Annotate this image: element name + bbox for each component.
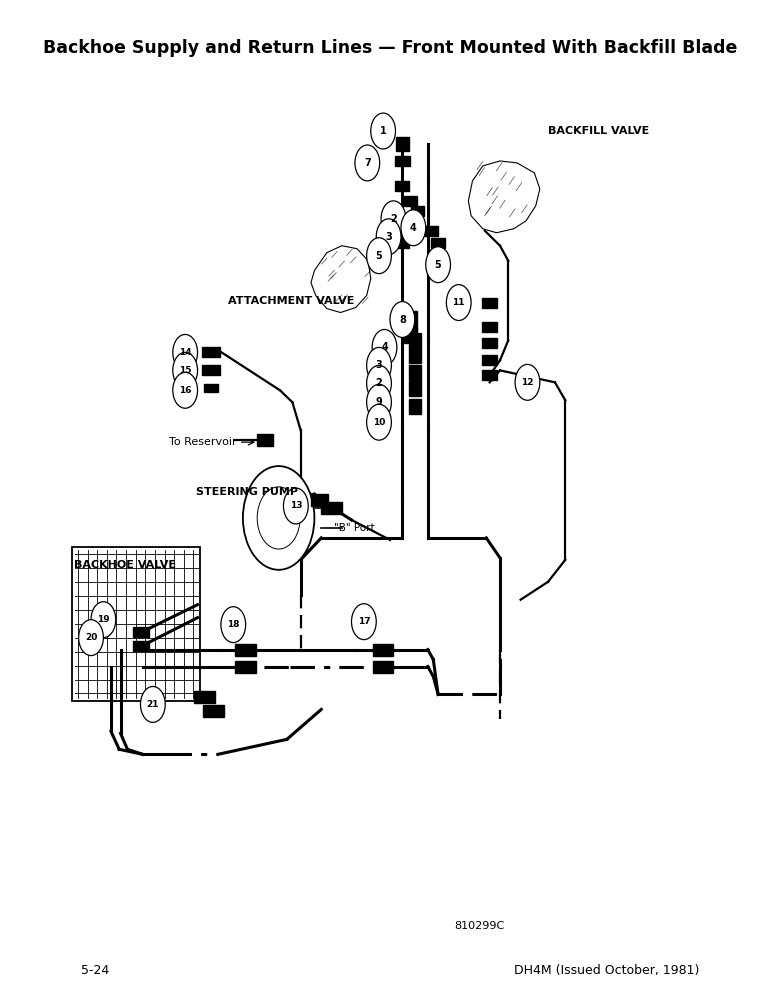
Text: 810299C: 810299C bbox=[454, 921, 505, 931]
Circle shape bbox=[79, 620, 104, 656]
Text: 5: 5 bbox=[376, 251, 382, 261]
Text: 10: 10 bbox=[373, 418, 385, 427]
FancyBboxPatch shape bbox=[202, 347, 220, 357]
FancyBboxPatch shape bbox=[203, 705, 224, 717]
Circle shape bbox=[355, 145, 380, 181]
Text: 13: 13 bbox=[289, 501, 302, 510]
Circle shape bbox=[367, 365, 392, 401]
Text: 12: 12 bbox=[521, 378, 534, 387]
Text: DH4M (Issued October, 1981): DH4M (Issued October, 1981) bbox=[514, 964, 700, 977]
Text: "B" Port: "B" Port bbox=[334, 523, 374, 533]
FancyBboxPatch shape bbox=[395, 181, 410, 191]
FancyBboxPatch shape bbox=[395, 156, 410, 166]
FancyBboxPatch shape bbox=[482, 322, 497, 332]
FancyBboxPatch shape bbox=[404, 196, 417, 206]
FancyBboxPatch shape bbox=[194, 691, 215, 703]
Text: 4: 4 bbox=[410, 223, 417, 233]
FancyBboxPatch shape bbox=[202, 365, 220, 375]
Circle shape bbox=[367, 384, 392, 420]
Circle shape bbox=[515, 364, 540, 400]
Circle shape bbox=[367, 238, 392, 274]
Text: 15: 15 bbox=[179, 366, 191, 375]
FancyBboxPatch shape bbox=[409, 381, 421, 396]
FancyBboxPatch shape bbox=[404, 320, 417, 330]
Circle shape bbox=[173, 372, 197, 408]
FancyBboxPatch shape bbox=[482, 298, 497, 308]
Text: 14: 14 bbox=[179, 348, 191, 357]
Text: 19: 19 bbox=[97, 615, 110, 624]
Circle shape bbox=[367, 347, 392, 383]
FancyBboxPatch shape bbox=[321, 502, 342, 514]
FancyBboxPatch shape bbox=[482, 338, 497, 348]
Circle shape bbox=[173, 334, 197, 370]
FancyBboxPatch shape bbox=[257, 434, 273, 446]
Text: 9: 9 bbox=[376, 397, 382, 407]
Text: 2: 2 bbox=[376, 378, 382, 388]
Text: To Reservoir: To Reservoir bbox=[168, 437, 236, 447]
FancyBboxPatch shape bbox=[373, 644, 393, 656]
Circle shape bbox=[370, 113, 395, 149]
Circle shape bbox=[221, 607, 246, 643]
Circle shape bbox=[372, 329, 397, 365]
Circle shape bbox=[426, 247, 451, 283]
Text: ATTACHMENT VALVE: ATTACHMENT VALVE bbox=[229, 296, 355, 306]
FancyBboxPatch shape bbox=[236, 644, 256, 656]
Text: 2: 2 bbox=[390, 214, 397, 224]
FancyBboxPatch shape bbox=[236, 661, 256, 673]
Text: 3: 3 bbox=[385, 232, 392, 242]
FancyBboxPatch shape bbox=[409, 348, 421, 363]
FancyBboxPatch shape bbox=[409, 399, 421, 414]
Circle shape bbox=[401, 210, 426, 246]
FancyBboxPatch shape bbox=[396, 137, 409, 151]
Text: 4: 4 bbox=[381, 342, 388, 352]
Circle shape bbox=[257, 487, 300, 549]
Circle shape bbox=[352, 604, 376, 640]
Circle shape bbox=[243, 466, 314, 570]
FancyBboxPatch shape bbox=[431, 238, 445, 248]
FancyBboxPatch shape bbox=[395, 238, 410, 248]
Text: 16: 16 bbox=[179, 386, 191, 395]
Text: 11: 11 bbox=[452, 298, 465, 307]
Circle shape bbox=[390, 302, 415, 337]
Text: 5: 5 bbox=[434, 260, 441, 270]
FancyBboxPatch shape bbox=[409, 365, 421, 380]
FancyBboxPatch shape bbox=[311, 494, 328, 506]
Circle shape bbox=[91, 602, 115, 638]
Text: BACKFILL VALVE: BACKFILL VALVE bbox=[548, 126, 649, 136]
Circle shape bbox=[446, 285, 471, 321]
FancyBboxPatch shape bbox=[424, 226, 438, 236]
FancyBboxPatch shape bbox=[204, 384, 218, 392]
Circle shape bbox=[381, 201, 406, 237]
Text: STEERING PUMP: STEERING PUMP bbox=[196, 487, 298, 497]
FancyBboxPatch shape bbox=[409, 333, 421, 348]
Circle shape bbox=[367, 404, 392, 440]
Text: 8: 8 bbox=[399, 315, 406, 325]
Circle shape bbox=[283, 488, 308, 524]
Text: 20: 20 bbox=[85, 633, 98, 642]
Text: 7: 7 bbox=[364, 158, 370, 168]
Circle shape bbox=[140, 686, 165, 722]
FancyBboxPatch shape bbox=[404, 311, 417, 320]
FancyBboxPatch shape bbox=[133, 627, 150, 637]
FancyBboxPatch shape bbox=[410, 206, 424, 216]
Circle shape bbox=[376, 219, 401, 255]
Text: 1: 1 bbox=[380, 126, 387, 136]
Circle shape bbox=[173, 352, 197, 388]
FancyBboxPatch shape bbox=[405, 328, 417, 343]
Text: BACKHOE VALVE: BACKHOE VALVE bbox=[74, 560, 176, 570]
Text: 5-24: 5-24 bbox=[80, 964, 109, 977]
Text: 3: 3 bbox=[376, 360, 382, 370]
Text: Backhoe Supply and Return Lines — Front Mounted With Backfill Blade: Backhoe Supply and Return Lines — Front … bbox=[43, 39, 737, 57]
Text: 18: 18 bbox=[227, 620, 239, 629]
FancyBboxPatch shape bbox=[373, 661, 393, 673]
FancyBboxPatch shape bbox=[482, 370, 497, 380]
Text: 21: 21 bbox=[147, 700, 159, 709]
FancyBboxPatch shape bbox=[133, 641, 150, 651]
FancyBboxPatch shape bbox=[482, 355, 497, 365]
Text: 17: 17 bbox=[357, 617, 370, 626]
